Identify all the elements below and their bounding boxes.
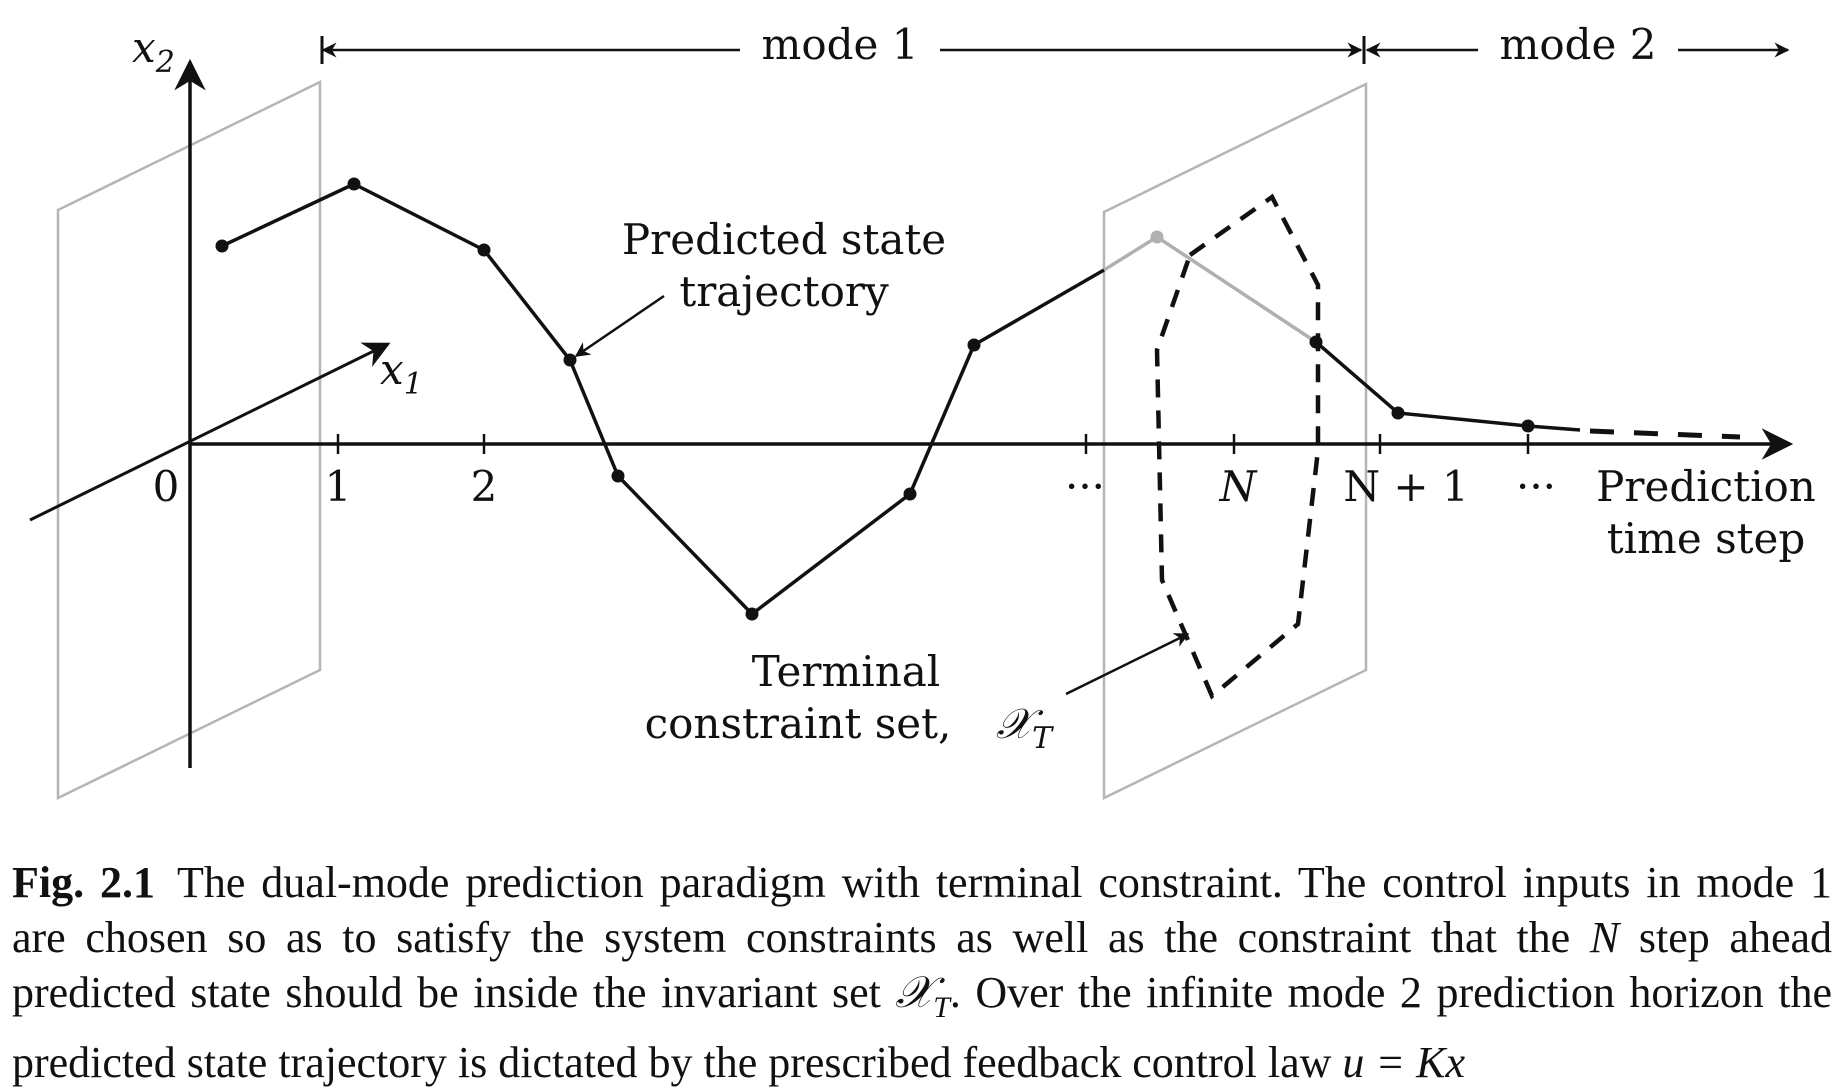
trajectory-annotation-arrow xyxy=(574,294,665,358)
trajectory-point xyxy=(347,177,361,191)
caption-set-symbol: 𝒳T xyxy=(895,968,950,1024)
trajectory-point xyxy=(563,353,577,367)
trajectory-point xyxy=(215,239,229,253)
tick-label-N: N xyxy=(1219,462,1258,511)
trajectory-point xyxy=(611,469,625,483)
mode-1-label: mode 1 xyxy=(762,20,919,69)
mode-2-label: mode 2 xyxy=(1500,20,1657,69)
terminal-annotation-line1: Terminal xyxy=(752,647,940,696)
figure-number: Fig. 2.1 xyxy=(12,858,155,907)
trajectory-point xyxy=(903,487,917,501)
initial-state-plane xyxy=(56,79,322,801)
terminal-plane xyxy=(1102,81,1368,801)
mode-1-span xyxy=(320,36,1366,64)
trajectory-points xyxy=(215,177,1535,621)
tick-label-N-plus-1: N + 1 xyxy=(1343,462,1468,511)
caption-N: N xyxy=(1589,913,1620,962)
x1-axis-label: x1 xyxy=(380,345,423,402)
trajectory-point xyxy=(745,607,759,621)
trajectory-point xyxy=(1150,230,1164,244)
terminal-constraint-set xyxy=(1154,193,1321,700)
trajectory-continuation xyxy=(1589,428,1741,440)
terminal-annotation-arrow xyxy=(1065,632,1190,696)
trajectory-point xyxy=(1521,419,1535,433)
caption-control-law: u = Kx xyxy=(1342,1037,1465,1087)
caption-text-part1: The dual-mode prediction paradigm with t… xyxy=(12,858,1832,962)
terminal-annotation-line2: constraint set, xyxy=(645,699,952,748)
trajectory-mode2 xyxy=(1314,340,1581,432)
x2-axis-label: x2 xyxy=(132,23,175,80)
trajectory-annotation-line1: Predicted state xyxy=(622,215,946,264)
trajectory-annotation-line2: trajectory xyxy=(679,267,889,316)
trajectory-point xyxy=(477,243,491,257)
time-axis-ticks xyxy=(336,434,1530,454)
time-axis-label-line2: time step xyxy=(1607,514,1806,563)
terminal-set-symbol: 𝒳T xyxy=(996,699,1054,756)
trajectory-point xyxy=(967,338,981,352)
time-axis-label-line1: Prediction xyxy=(1596,462,1816,511)
tick-label-ellipsis-2: ··· xyxy=(1516,462,1556,511)
tick-label-0: 0 xyxy=(153,462,180,511)
trajectory-hidden-segment xyxy=(1103,234,1317,344)
x1-axis xyxy=(29,342,391,522)
tick-label-ellipsis-1: ··· xyxy=(1065,462,1105,511)
caption-text-part2: step ahead predicted state should be ins… xyxy=(12,913,1833,1017)
tick-label-2: 2 xyxy=(471,462,498,511)
figure-caption: Fig. 2.1 The dual-mode prediction paradig… xyxy=(12,855,1832,1090)
caption-text-part3: . Over the infinite mode 2 prediction ho… xyxy=(12,968,1832,1087)
trajectory-point xyxy=(1391,406,1405,420)
tick-label-1: 1 xyxy=(325,462,352,511)
